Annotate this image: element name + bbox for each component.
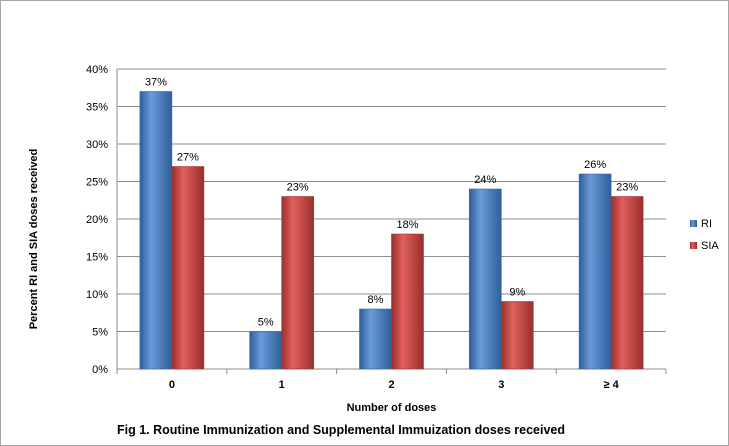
bar-sia-3: [500, 301, 534, 370]
y-tick-label: 40%: [86, 64, 108, 76]
y-axis-title: Percent RI and SIA doses received: [28, 149, 40, 330]
data-label: 37%: [145, 77, 167, 89]
x-tick-label: ≥ 4: [603, 379, 619, 391]
bars: [139, 91, 644, 370]
y-tick-label: 25%: [86, 177, 108, 189]
data-label: 23%: [287, 182, 309, 194]
y-tick-label: 30%: [86, 139, 108, 151]
bar-sia-1: [281, 196, 315, 370]
legend-swatch-sia: [690, 242, 697, 249]
data-label: 27%: [177, 152, 199, 164]
x-tick-label: 2: [388, 379, 394, 391]
legend-swatch-ri: [690, 220, 697, 227]
bar-ri-0: [139, 91, 173, 370]
x-tick-label: 1: [279, 379, 285, 391]
data-label: 5%: [258, 317, 274, 329]
bar-ri-3: [468, 188, 502, 370]
bar-ri-2: [359, 308, 392, 370]
gridlines: [116, 68, 667, 374]
x-axis-title: Number of doses: [347, 402, 437, 414]
bar-sia-2: [391, 233, 424, 370]
data-label: 8%: [368, 294, 384, 306]
x-tick-label: 0: [169, 379, 175, 391]
data-label: 23%: [616, 182, 638, 194]
y-tick-label: 0%: [92, 364, 108, 376]
x-tick-label: 3: [498, 379, 504, 391]
y-tick-label: 15%: [86, 252, 108, 264]
y-tick-label: 35%: [86, 102, 108, 114]
data-label: 26%: [584, 159, 606, 171]
data-label: 24%: [474, 174, 496, 186]
figure-caption: Fig 1. Routine Immunization and Suppleme…: [117, 423, 565, 437]
y-tick-label: 20%: [86, 214, 108, 226]
data-label: 18%: [396, 219, 418, 231]
y-tick-label: 10%: [86, 289, 108, 301]
legend-label-ri: RI: [701, 218, 712, 230]
bar-ri-1: [249, 331, 282, 370]
legend-label-sia: SIA: [701, 240, 719, 252]
data-label: 9%: [509, 287, 525, 299]
bar-ri-4: [578, 173, 612, 370]
bar-sia-0: [171, 166, 205, 370]
bar-sia-4: [610, 196, 644, 370]
labels: 0%5%10%15%20%25%30%35%40%37%27%05%23%18%…: [28, 64, 638, 437]
y-tick-label: 5%: [92, 327, 108, 339]
legend: RI SIA: [690, 218, 719, 252]
